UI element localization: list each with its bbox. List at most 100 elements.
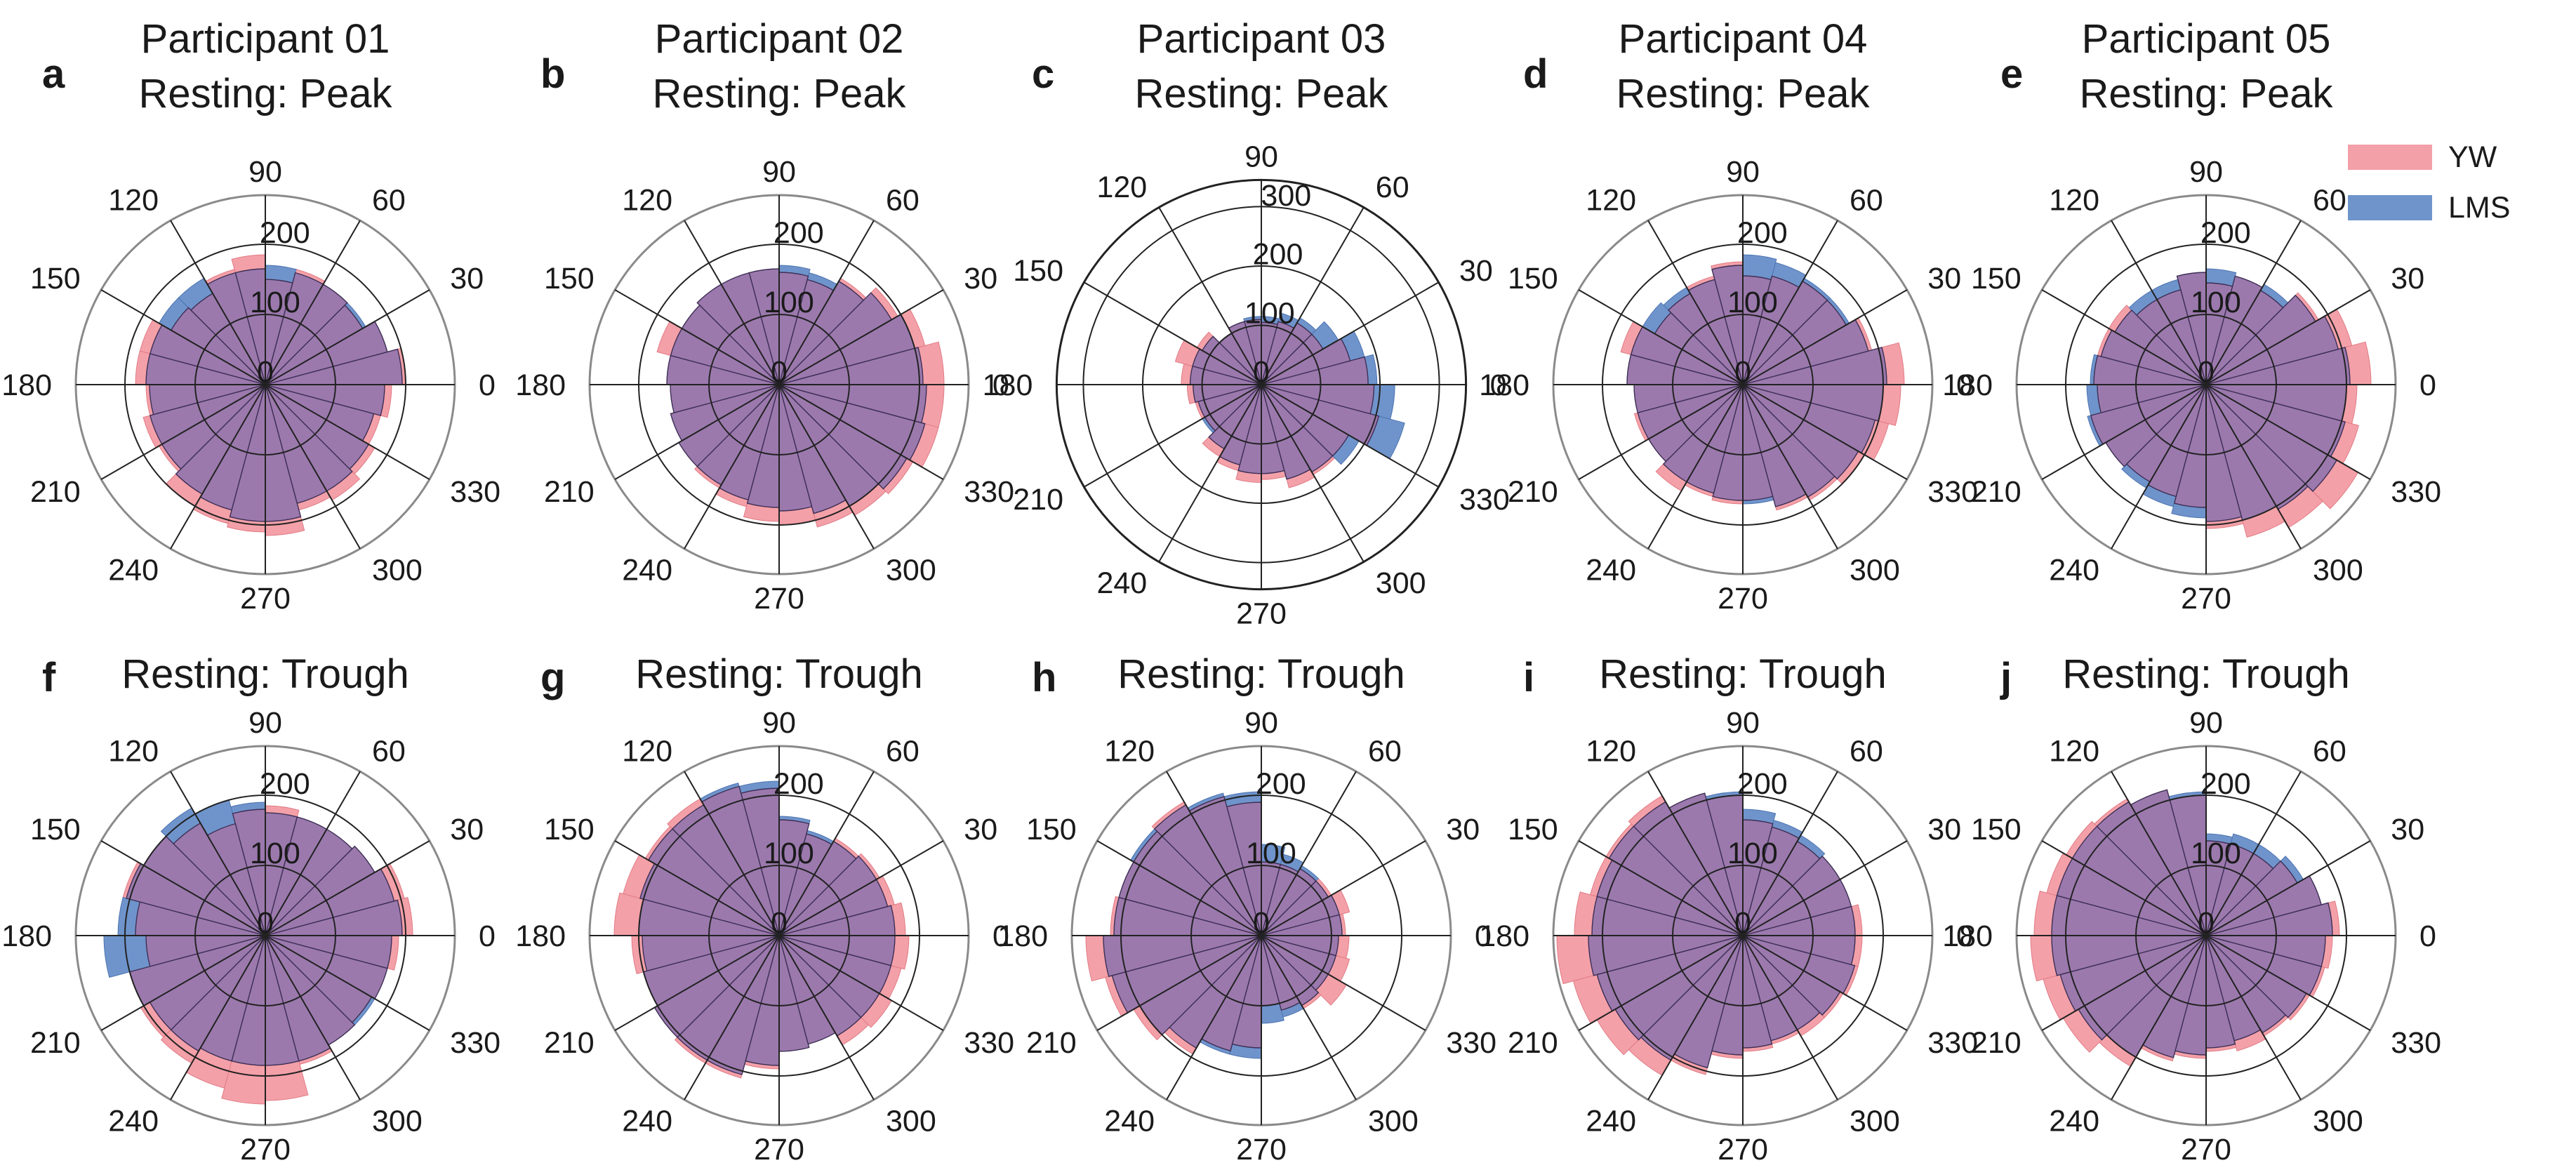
polar-panel-e: e Participant 05 Resting: Peak 0 30 60 90 120 15…	[1942, 16, 2441, 616]
angle-label-c-60: 60	[1376, 171, 1409, 204]
spoke-a-210	[100, 384, 266, 480]
panel-title-a-1: Participant 01	[141, 16, 390, 62]
angle-label-e-120: 120	[2049, 184, 2099, 218]
angle-label-b-60: 60	[886, 184, 919, 218]
spoke-h-60	[1261, 771, 1357, 936]
angle-label-f-0: 0	[479, 919, 496, 953]
spoke-e-120	[2111, 220, 2207, 385]
angle-label-d-300: 300	[1850, 553, 1900, 587]
angle-label-j-210: 210	[1971, 1026, 2021, 1060]
angle-label-i-90: 90	[1726, 706, 1760, 740]
spoke-g-150	[614, 840, 780, 936]
angle-label-c-240: 240	[1096, 566, 1147, 600]
angle-label-i-300: 300	[1850, 1104, 1900, 1138]
spoke-c-60	[1261, 206, 1365, 385]
radial-label-a-200: 200	[260, 216, 310, 250]
angle-label-f-120: 120	[108, 735, 159, 769]
radial-label-c-0: 0	[1253, 355, 1270, 389]
angle-label-h-330: 330	[1446, 1026, 1496, 1060]
angle-label-a-300: 300	[372, 553, 423, 587]
radial-label-a-100: 100	[250, 286, 300, 319]
spoke-i-210	[1578, 935, 1744, 1031]
angle-label-d-180: 180	[1479, 368, 1529, 402]
spoke-d-210	[1578, 384, 1744, 480]
panel-letter-i: i	[1523, 655, 1534, 700]
angle-label-i-210: 210	[1508, 1026, 1558, 1060]
spoke-a-60	[265, 220, 361, 385]
panel-title-c-2: Resting: Peak	[1134, 71, 1388, 117]
angle-label-f-30: 30	[450, 813, 484, 846]
angle-label-g-0: 0	[992, 919, 1009, 953]
angle-label-d-60: 60	[1850, 184, 1883, 218]
spoke-c-240	[1158, 384, 1262, 563]
spoke-d-330	[1742, 384, 1908, 480]
radial-label-e-200: 200	[2200, 216, 2251, 250]
panel-title-d-2: Resting: Peak	[1616, 71, 1870, 117]
angle-label-g-210: 210	[544, 1026, 595, 1060]
legend-label-yw: YW	[2448, 140, 2497, 174]
spoke-i-30	[1742, 840, 1908, 936]
angle-label-c-330: 330	[1459, 483, 1510, 517]
panel-letter-d: d	[1523, 51, 1548, 97]
angle-label-g-120: 120	[622, 735, 672, 769]
angle-label-f-210: 210	[30, 1026, 81, 1060]
angle-label-f-180: 180	[1, 919, 52, 953]
angle-label-b-90: 90	[762, 155, 796, 189]
spoke-f-60	[265, 771, 361, 936]
radial-label-j-100: 100	[2191, 837, 2241, 870]
radial-label-h-0: 0	[1253, 906, 1270, 940]
angle-label-j-60: 60	[2313, 735, 2346, 769]
spoke-j-30	[2205, 840, 2371, 936]
angle-label-b-240: 240	[622, 553, 672, 587]
polar-panel-g: g Resting: Trough 0 30 60 90 120 150 180 210 240 27…	[515, 651, 1014, 1166]
spoke-c-330	[1261, 384, 1440, 488]
angle-label-h-150: 150	[1026, 813, 1077, 846]
spoke-a-300	[265, 384, 361, 550]
spoke-j-150	[2041, 840, 2207, 936]
spoke-i-60	[1742, 771, 1838, 936]
angle-label-d-0: 0	[1956, 368, 1973, 402]
angle-label-c-150: 150	[1013, 254, 1063, 288]
legend: YW LMS	[2348, 140, 2510, 225]
spoke-f-120	[170, 771, 266, 936]
angle-label-g-300: 300	[886, 1104, 936, 1138]
radial-label-e-100: 100	[2191, 286, 2241, 319]
angle-label-d-270: 270	[1718, 582, 1768, 616]
angle-label-a-180: 180	[1, 368, 52, 402]
panel-letter-e: e	[2000, 51, 2023, 97]
angle-label-d-330: 330	[1927, 475, 1978, 509]
angle-label-c-180: 180	[983, 368, 1033, 402]
angle-label-a-120: 120	[108, 184, 159, 218]
polar-panel-f: f Resting: Trough 0 30 60 90 120 150 180 210 240 27…	[1, 651, 500, 1166]
angle-label-c-270: 270	[1236, 597, 1287, 631]
polar-panel-d: d Participant 04 Resting: Peak 0 30 60 90 120 15…	[1479, 16, 1978, 616]
angle-label-d-240: 240	[1586, 553, 1636, 587]
radial-label-f-0: 0	[257, 906, 274, 940]
radial-label-f-200: 200	[260, 767, 310, 801]
spoke-b-240	[684, 384, 780, 550]
angle-label-b-330: 330	[964, 475, 1014, 509]
angle-label-e-210: 210	[1971, 475, 2021, 509]
spoke-e-330	[2205, 384, 2371, 480]
angle-label-h-270: 270	[1236, 1133, 1287, 1166]
legend-swatch-yw	[2348, 145, 2432, 170]
panel-letter-c: c	[1032, 51, 1054, 97]
radial-label-g-200: 200	[774, 767, 824, 801]
angle-label-f-270: 270	[240, 1133, 291, 1166]
angle-label-g-90: 90	[762, 706, 796, 740]
spoke-j-210	[2041, 935, 2207, 1031]
angle-label-a-270: 270	[240, 582, 291, 616]
radial-label-b-0: 0	[771, 355, 788, 389]
spoke-c-30	[1261, 281, 1440, 385]
angle-label-j-30: 30	[2391, 813, 2424, 846]
angle-label-a-210: 210	[30, 475, 81, 509]
angle-label-h-120: 120	[1104, 735, 1155, 769]
spoke-g-240	[684, 935, 780, 1101]
radial-label-c-100: 100	[1244, 296, 1295, 330]
angle-label-j-270: 270	[2181, 1133, 2231, 1166]
angle-label-b-180: 180	[515, 368, 566, 402]
radial-label-b-100: 100	[764, 286, 814, 319]
panel-title-a-2: Resting: Peak	[138, 71, 392, 117]
spoke-e-240	[2111, 384, 2207, 550]
angle-label-d-90: 90	[1726, 155, 1760, 189]
